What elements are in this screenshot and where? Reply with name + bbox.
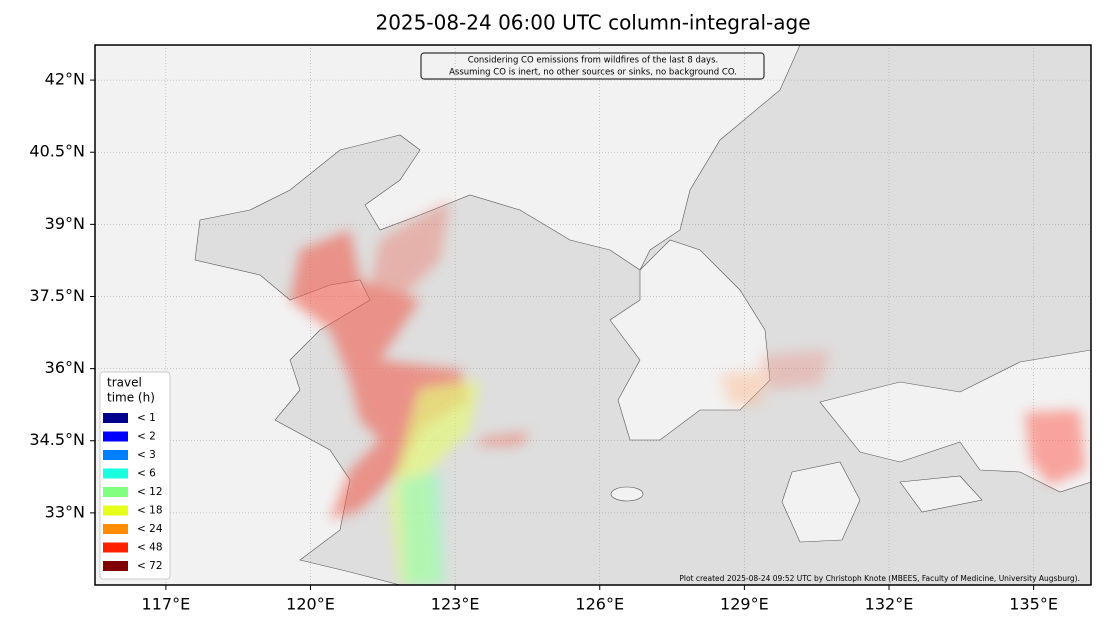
x-tick-label: 126°E [575,595,624,614]
legend-label: < 24 [137,523,163,535]
legend-label: < 6 [137,468,156,480]
y-tick-label: 39°N [45,214,85,233]
plume [290,200,1085,585]
legend-swatch [103,487,128,497]
legend-label: < 48 [137,542,163,554]
y-tick-label: 37.5°N [29,286,85,305]
legend-label: < 12 [137,486,163,498]
x-tick-label: 123°E [431,595,480,614]
x-tick-label: 129°E [720,595,769,614]
y-tick-label: 33°N [45,502,85,521]
land-kyushu [781,461,861,543]
legend-label: < 72 [137,560,163,572]
legend-label: < 1 [137,412,156,424]
legend-label: < 18 [137,505,163,517]
legend-swatch [103,561,128,571]
land-mainland [95,45,801,585]
legend-swatch [103,413,128,423]
annotation-line: Assuming CO is inert, no other sources o… [449,68,737,78]
credit: Plot created 2025-08-24 09:52 UTC by Chr… [679,574,1080,583]
annotation-line: Considering CO emissions from wildfires … [468,56,718,66]
legend-swatch [103,468,128,479]
legend-swatch [103,450,128,460]
legend-swatch [103,431,128,442]
map-area: Considering CO emissions from wildfires … [95,45,1091,585]
x-tick-label: 135°E [1009,595,1058,614]
legend-swatch [103,524,128,534]
land-shikoku [899,475,983,513]
title: 2025-08-24 06:00 UTC column-integral-age [375,11,810,35]
y-tick-label: 36°N [45,358,85,377]
frame [94,44,1092,586]
legend-label: < 2 [137,431,156,443]
land-honshu [819,349,1091,493]
x-tick-label: 120°E [286,595,335,614]
annotation-box [420,52,765,80]
legend-title: time (h) [107,391,155,405]
y-tick-label: 34.5°N [29,430,85,449]
y-tick-label: 40.5°N [29,142,85,161]
legend-swatch [103,505,128,516]
legend-title: travel [107,376,142,390]
x-tick-label: 117°E [142,595,191,614]
y-tick-label: 42°N [45,70,85,89]
legend-swatch [103,542,128,553]
land-jeju [610,486,644,502]
x-tick-label: 132°E [865,595,914,614]
legend-label: < 3 [137,449,156,461]
